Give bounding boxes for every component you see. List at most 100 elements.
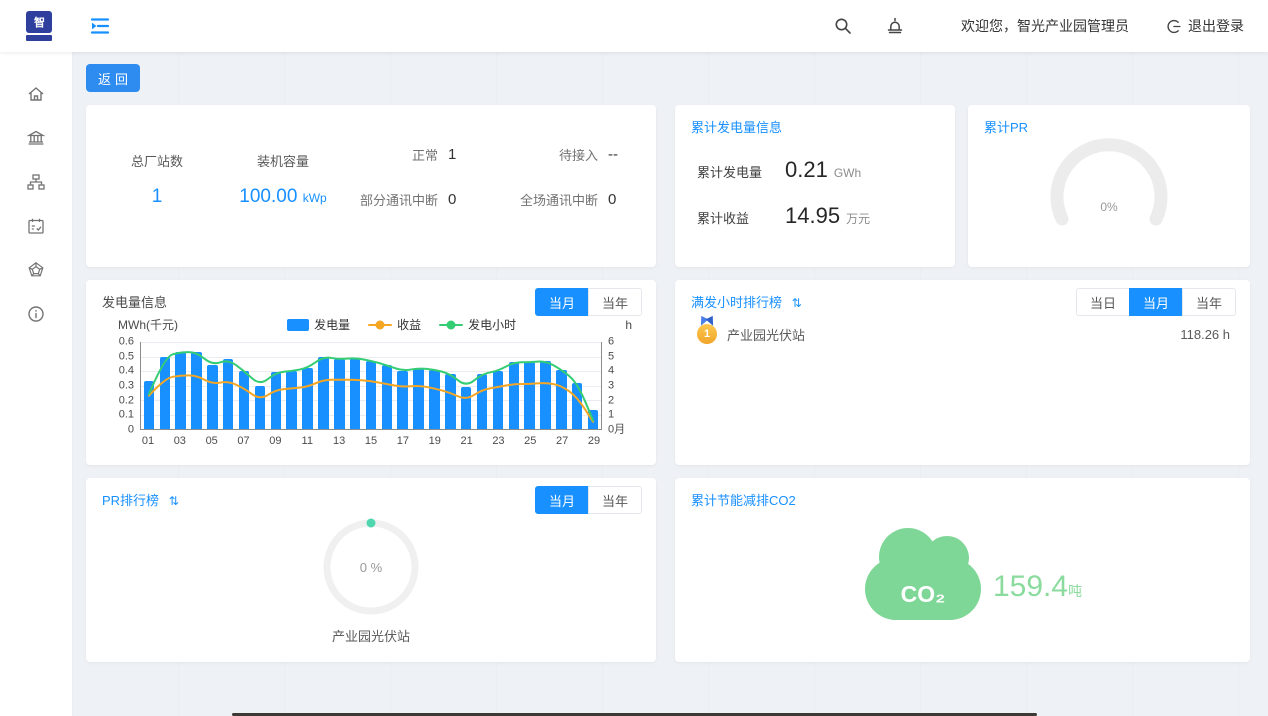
logout-icon <box>1167 19 1181 33</box>
logout-label: 退出登录 <box>1188 18 1244 34</box>
sidebar-item-home[interactable] <box>16 74 56 114</box>
full-hours-tabs: 当日 当月 当年 <box>1075 288 1236 316</box>
menu-collapse-icon[interactable] <box>88 14 112 38</box>
generation-chart-card: 发电量信息 当月 当年 MWh(千元) 发电量 收益 发电小时 h 0.6 0.5 0.4… <box>86 280 656 465</box>
tab-当年[interactable]: 当年 <box>587 486 642 514</box>
logout-button[interactable]: 退出登录 <box>1165 16 1244 36</box>
status-column-2: 待接入 -- 全场通讯中断 0 <box>496 145 626 235</box>
chart-bar-day-01 <box>143 381 155 429</box>
axis-tick: 0.2 <box>118 394 134 407</box>
status-full-comm-loss: 全场通讯中断 0 <box>519 191 617 208</box>
right-axis-name: h <box>625 317 632 332</box>
chart-bar-day-23 <box>492 371 504 429</box>
pr-ranking-tabs: 当月 当年 <box>534 486 642 514</box>
co2-cloud-label: CO₂ <box>900 580 946 607</box>
line-收益 <box>147 374 595 423</box>
right-axis-ticks: 6 5 4 3 2 1 0月 <box>602 336 642 435</box>
status-pending: 待接入 -- <box>558 146 618 163</box>
x-tick-13: 13 <box>333 435 346 447</box>
welcome-text: 欢迎您，智光产业园管理员 <box>961 18 1129 34</box>
home-icon <box>28 87 44 101</box>
cumulative-generation-title: 累计发电量信息 <box>691 120 783 135</box>
line-发电小时 <box>147 351 595 422</box>
chart-bar-day-13 <box>334 359 345 429</box>
pr-gauge-value: 0% <box>1100 200 1118 214</box>
status-normal: 正常 1 <box>411 146 457 163</box>
axis-tick: 0.5 <box>118 350 134 363</box>
co2-cloud-icon: CO₂ <box>865 528 981 620</box>
tab-当月[interactable]: 当月 <box>1128 288 1183 316</box>
chart-bar-day-20 <box>445 373 456 429</box>
donut-progress-dot <box>366 518 376 528</box>
x-tick-17: 17 <box>396 435 409 447</box>
bank-icon <box>26 130 46 145</box>
chart-bar-day-26 <box>540 360 551 429</box>
legend-item-收益[interactable]: 收益 <box>368 316 421 333</box>
x-tick-01: 01 <box>141 435 155 447</box>
x-tick-15: 15 <box>364 435 378 447</box>
cumulative-generation-card: 累计发电量信息 累计发电量 0.21 GWh 累计收益 14.95 万元 <box>675 105 955 267</box>
rank-1-medal-icon: 1 <box>697 324 717 344</box>
generation-chart-plot <box>140 342 602 430</box>
x-tick-11: 11 <box>301 435 313 447</box>
sidebar-item-enterprise[interactable] <box>16 118 56 158</box>
x-axis-ticks: 01 03 05 07 09 11 13 15 17 19 21 23 25 27 29 <box>140 430 602 448</box>
co2-savings-card: 累计节能减排CO2 CO₂ 159.4吨 <box>675 478 1250 662</box>
sidebar-item-analysis[interactable] <box>16 250 56 290</box>
axis-tick: 0.4 <box>118 364 134 377</box>
ranking-row[interactable]: 1 产业园光伏站 118.26 h <box>697 324 1230 344</box>
axis-tick: 3 <box>608 379 615 392</box>
main-content: 返回 总厂站数 1 装机容量 100.00 kWp 正常 1 部分通讯 <box>72 52 1268 716</box>
legend-item-发电小时[interactable]: 发电小时 <box>439 316 516 333</box>
chart-bar-day-22 <box>476 373 488 429</box>
chart-bar-day-12 <box>318 356 329 429</box>
pr-station-label: 产业园光伏站 <box>331 629 410 644</box>
axis-tick: 2 <box>608 394 615 407</box>
legend-item-发电量[interactable]: 发电量 <box>287 316 350 333</box>
capacity-block: 装机容量 100.00 kWp <box>208 151 358 208</box>
topbar: 智 欢迎您，智光产业园管理员 <box>0 0 1268 52</box>
sidebar-item-reports[interactable] <box>16 206 56 246</box>
chart-legend: 发电量 收益 发电小时 <box>178 316 625 333</box>
search-icon[interactable] <box>833 16 853 36</box>
axis-tick: 0.6 <box>118 335 134 348</box>
full-hours-ranking-card: 满发小时排行榜 ⇅ 当日 当月 当年 1 产业园光伏站 118.26 h <box>675 280 1250 465</box>
co2-title: 累计节能减排CO2 <box>691 493 796 508</box>
chart-bar-day-07 <box>238 371 250 429</box>
axis-tick: 0 <box>127 423 134 436</box>
generation-chart-title: 发电量信息 <box>102 295 168 310</box>
chart-bar-day-17 <box>397 371 408 429</box>
x-tick-27: 27 <box>556 435 569 447</box>
sidebar <box>0 52 72 716</box>
legend-dot <box>375 320 385 329</box>
total-stations-block: 总厂站数 1 <box>112 151 202 208</box>
sidebar-item-info[interactable] <box>16 294 56 334</box>
back-button[interactable]: 返回 <box>86 64 140 92</box>
total-stations-value: 1 <box>151 186 163 207</box>
sort-icon[interactable]: ⇅ <box>791 296 802 310</box>
radar-chart-icon <box>28 262 44 277</box>
chart-bar-day-25 <box>524 362 535 429</box>
sidebar-item-stations[interactable] <box>16 162 56 202</box>
capacity-value: 100.00 kWp <box>239 186 327 207</box>
tab-当月[interactable]: 当月 <box>534 288 589 316</box>
cumulative-energy-row: 累计发电量 0.21 GWh <box>697 157 862 182</box>
status-column-1: 正常 1 部分通讯中断 0 <box>336 145 466 235</box>
tab-当月[interactable]: 当月 <box>534 486 589 514</box>
chart-bar-day-19 <box>429 369 440 429</box>
pr-ranking-card: PR排行榜 ⇅ 当月 当年 0 % 产业园光伏站 <box>86 478 656 662</box>
alarm-icon[interactable] <box>885 16 905 36</box>
bottom-edge-bar <box>232 713 1037 716</box>
chart-bar-day-02 <box>159 356 171 429</box>
co2-unit: 吨 <box>1068 583 1083 599</box>
legend-dot <box>446 320 456 329</box>
legend-line <box>439 320 464 329</box>
tab-当年[interactable]: 当年 <box>587 288 642 316</box>
tab-当日[interactable]: 当日 <box>1075 288 1130 316</box>
x-tick-09: 09 <box>269 435 282 447</box>
station-overview-card: 总厂站数 1 装机容量 100.00 kWp 正常 1 部分通讯中断 0 <box>86 105 656 267</box>
tab-当年[interactable]: 当年 <box>1181 288 1236 316</box>
sort-icon[interactable]: ⇅ <box>168 494 179 508</box>
chart-bar-day-24 <box>508 362 519 429</box>
